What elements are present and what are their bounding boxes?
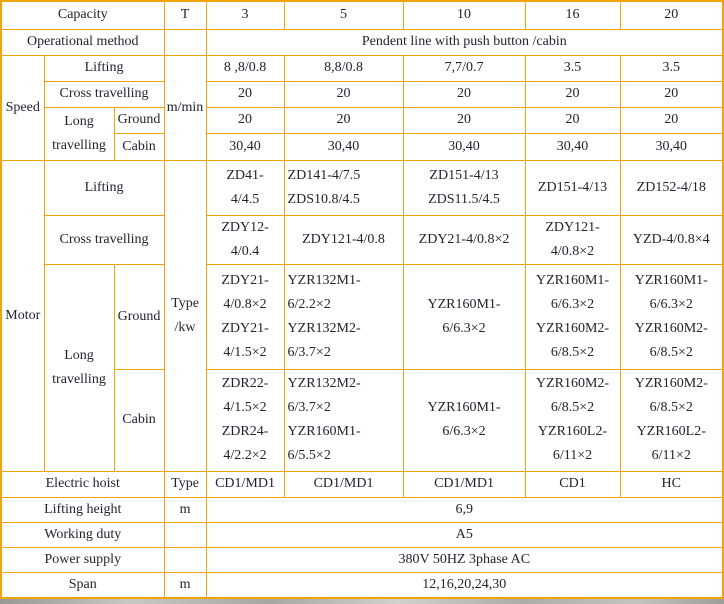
motor-cross-label: Cross travelling: [43, 214, 165, 265]
motor-cross-value: YZD-4/0.8×4: [619, 214, 724, 265]
electric-hoist-label: Electric hoist: [0, 470, 165, 498]
electric-hoist-value: HC: [619, 470, 724, 498]
span-label: Span: [0, 571, 165, 598]
power-supply-label: Power supply: [0, 546, 165, 573]
working-duty-row: Working duty A5: [0, 521, 724, 548]
speed-cross-row: Cross travelling 20 20 20 20 20: [1, 80, 724, 108]
motor-lifting-value: ZD151-4/13: [524, 159, 621, 216]
lifting-height-value: 6,9: [205, 496, 724, 523]
speed-cross-label: Cross travelling: [43, 80, 165, 108]
power-supply-value: 380V 50HZ 3phase AC: [205, 546, 724, 573]
motor-ground-value: YZR160M1- 6/6.3×2 YZR160M2- 6/8.5×2: [524, 263, 621, 370]
operational-method-row: Operational method Pendent line with pus…: [0, 28, 724, 56]
speed-lifting-value: 7,7/0.7: [402, 54, 526, 82]
span-value: 12,16,20,24,30: [205, 571, 724, 598]
capacity-value: 16: [524, 0, 621, 30]
speed-cabin-value: 30,40: [283, 132, 404, 161]
speed-cross-value: 20: [283, 80, 404, 108]
capacity-unit: T: [163, 0, 207, 30]
span-row: Span m 12,16,20,24,30: [0, 571, 724, 598]
motor-cross-row: Cross travelling ZDY12- 4/0.4 ZDY121-4/0…: [1, 214, 724, 265]
motor-cross-value: ZDY121- 4/0.8×2: [524, 214, 621, 265]
speed-ground-row: Long travelling Ground 20 20 20 20 20: [1, 106, 724, 161]
motor-ground-value: YZR160M1- 6/6.3×2 YZR160M2- 6/8.5×2: [619, 263, 724, 370]
speed-cross-value: 20: [205, 80, 285, 108]
motor-cabin-value: YZR132M2- 6/3.7×2 YZR160M1- 6/5.5×2: [283, 368, 404, 472]
motor-ground-row: Long travelling Ground ZDY21- 4/0.8×2 ZD…: [1, 263, 724, 472]
speed-lifting-label: Lifting: [43, 54, 165, 82]
lifting-height-unit: m: [163, 496, 207, 523]
lifting-height-label: Lifting height: [0, 496, 165, 523]
speed-cabin-label: Cabin: [113, 132, 165, 161]
power-supply-unit-empty: [163, 546, 207, 573]
speed-ground-label: Ground: [113, 106, 165, 134]
motor-lifting-value: ZD41- 4/4.5: [205, 159, 285, 216]
span-unit: m: [163, 571, 207, 598]
motor-lifting-value: ZD151-4/13 ZDS11.5/4.5: [402, 159, 526, 216]
speed-long-travelling-label: Long travelling: [43, 106, 115, 161]
electric-hoist-value: CD1: [524, 470, 621, 498]
speed-cross-value: 20: [619, 80, 724, 108]
motor-cross-value: ZDY121-4/0.8: [283, 214, 404, 265]
motor-cabin-value: ZDR22- 4/1.5×2 ZDR24- 4/2.2×2: [205, 368, 285, 472]
capacity-value: 20: [619, 0, 724, 30]
motor-ground-value: YZR160M1- 6/6.3×2: [402, 263, 526, 370]
capacity-value: 10: [402, 0, 526, 30]
speed-ground-value: 20: [619, 106, 724, 134]
motor-section-label: Motor: [0, 159, 45, 472]
motor-ground-label: Ground: [113, 263, 165, 370]
motor-lifting-label: Lifting: [43, 159, 165, 216]
speed-lifting-value: 3.5: [524, 54, 621, 82]
page-below-shadow: [0, 598, 724, 604]
operational-method-unit-empty: [163, 28, 207, 56]
capacity-value: 5: [283, 0, 404, 30]
speed-lifting-value: 3.5: [619, 54, 724, 82]
electric-hoist-row: Electric hoist Type CD1/MD1 CD1/MD1 CD1/…: [0, 470, 724, 498]
speed-ground-value: 20: [205, 106, 285, 134]
electric-hoist-unit: Type: [163, 470, 207, 498]
motor-unit: Type /kw: [163, 159, 207, 472]
motor-cabin-value: YZR160M1- 6/6.3×2: [402, 368, 526, 472]
speed-cabin-row: Cabin 30,40 30,40 30,40 30,40 30,40: [1, 132, 724, 161]
operational-method-label: Operational method: [0, 28, 165, 56]
speed-cross-value: 20: [402, 80, 526, 108]
motor-long-travelling-label: Long travelling: [43, 263, 115, 472]
electric-hoist-value: CD1/MD1: [402, 470, 526, 498]
motor-cabin-label: Cabin: [113, 368, 165, 472]
motor-ground-value: ZDY21- 4/0.8×2 ZDY21- 4/1.5×2: [205, 263, 285, 370]
power-supply-row: Power supply 380V 50HZ 3phase AC: [0, 546, 724, 573]
motor-cabin-value: YZR160M2- 6/8.5×2 YZR160L2- 6/11×2: [619, 368, 724, 472]
speed-lifting-row: Speed Lifting m/min 8 ,8/0.8 8,8/0.8 7,7…: [0, 54, 724, 161]
capacity-row: Capacity T 3 5 10 16 20: [0, 0, 724, 30]
motor-cross-value: ZDY21-4/0.8×2: [402, 214, 526, 265]
speed-cross-value: 20: [524, 80, 621, 108]
capacity-label: Capacity: [0, 0, 165, 30]
lifting-height-row: Lifting height m 6,9: [0, 496, 724, 523]
speed-unit: m/min: [163, 54, 207, 161]
motor-lifting-row: Motor Lifting Type /kw ZD41- 4/4.5 ZD141…: [0, 159, 724, 472]
speed-cabin-value: 30,40: [402, 132, 526, 161]
speed-cabin-value: 30,40: [619, 132, 724, 161]
working-duty-value: A5: [205, 521, 724, 548]
speed-section-label: Speed: [0, 54, 45, 161]
motor-cross-value: ZDY12- 4/0.4: [205, 214, 285, 265]
capacity-value: 3: [205, 0, 285, 30]
speed-cabin-value: 30,40: [205, 132, 285, 161]
motor-lifting-value: ZD152-4/18: [619, 159, 724, 216]
motor-ground-value: YZR132M1- 6/2.2×2 YZR132M2- 6/3.7×2: [283, 263, 404, 370]
speed-lifting-value: 8 ,8/0.8: [205, 54, 285, 82]
speed-ground-value: 20: [283, 106, 404, 134]
speed-lifting-value: 8,8/0.8: [283, 54, 404, 82]
electric-hoist-value: CD1/MD1: [283, 470, 404, 498]
motor-lifting-value: ZD141-4/7.5 ZDS10.8/4.5: [283, 159, 404, 216]
working-duty-unit-empty: [163, 521, 207, 548]
electric-hoist-value: CD1/MD1: [205, 470, 285, 498]
motor-cabin-value: YZR160M2- 6/8.5×2 YZR160L2- 6/11×2: [524, 368, 621, 472]
speed-ground-value: 20: [402, 106, 526, 134]
operational-method-value: Pendent line with push button /cabin: [205, 28, 724, 56]
working-duty-label: Working duty: [0, 521, 165, 548]
speed-cabin-value: 30,40: [524, 132, 621, 161]
speed-ground-value: 20: [524, 106, 621, 134]
